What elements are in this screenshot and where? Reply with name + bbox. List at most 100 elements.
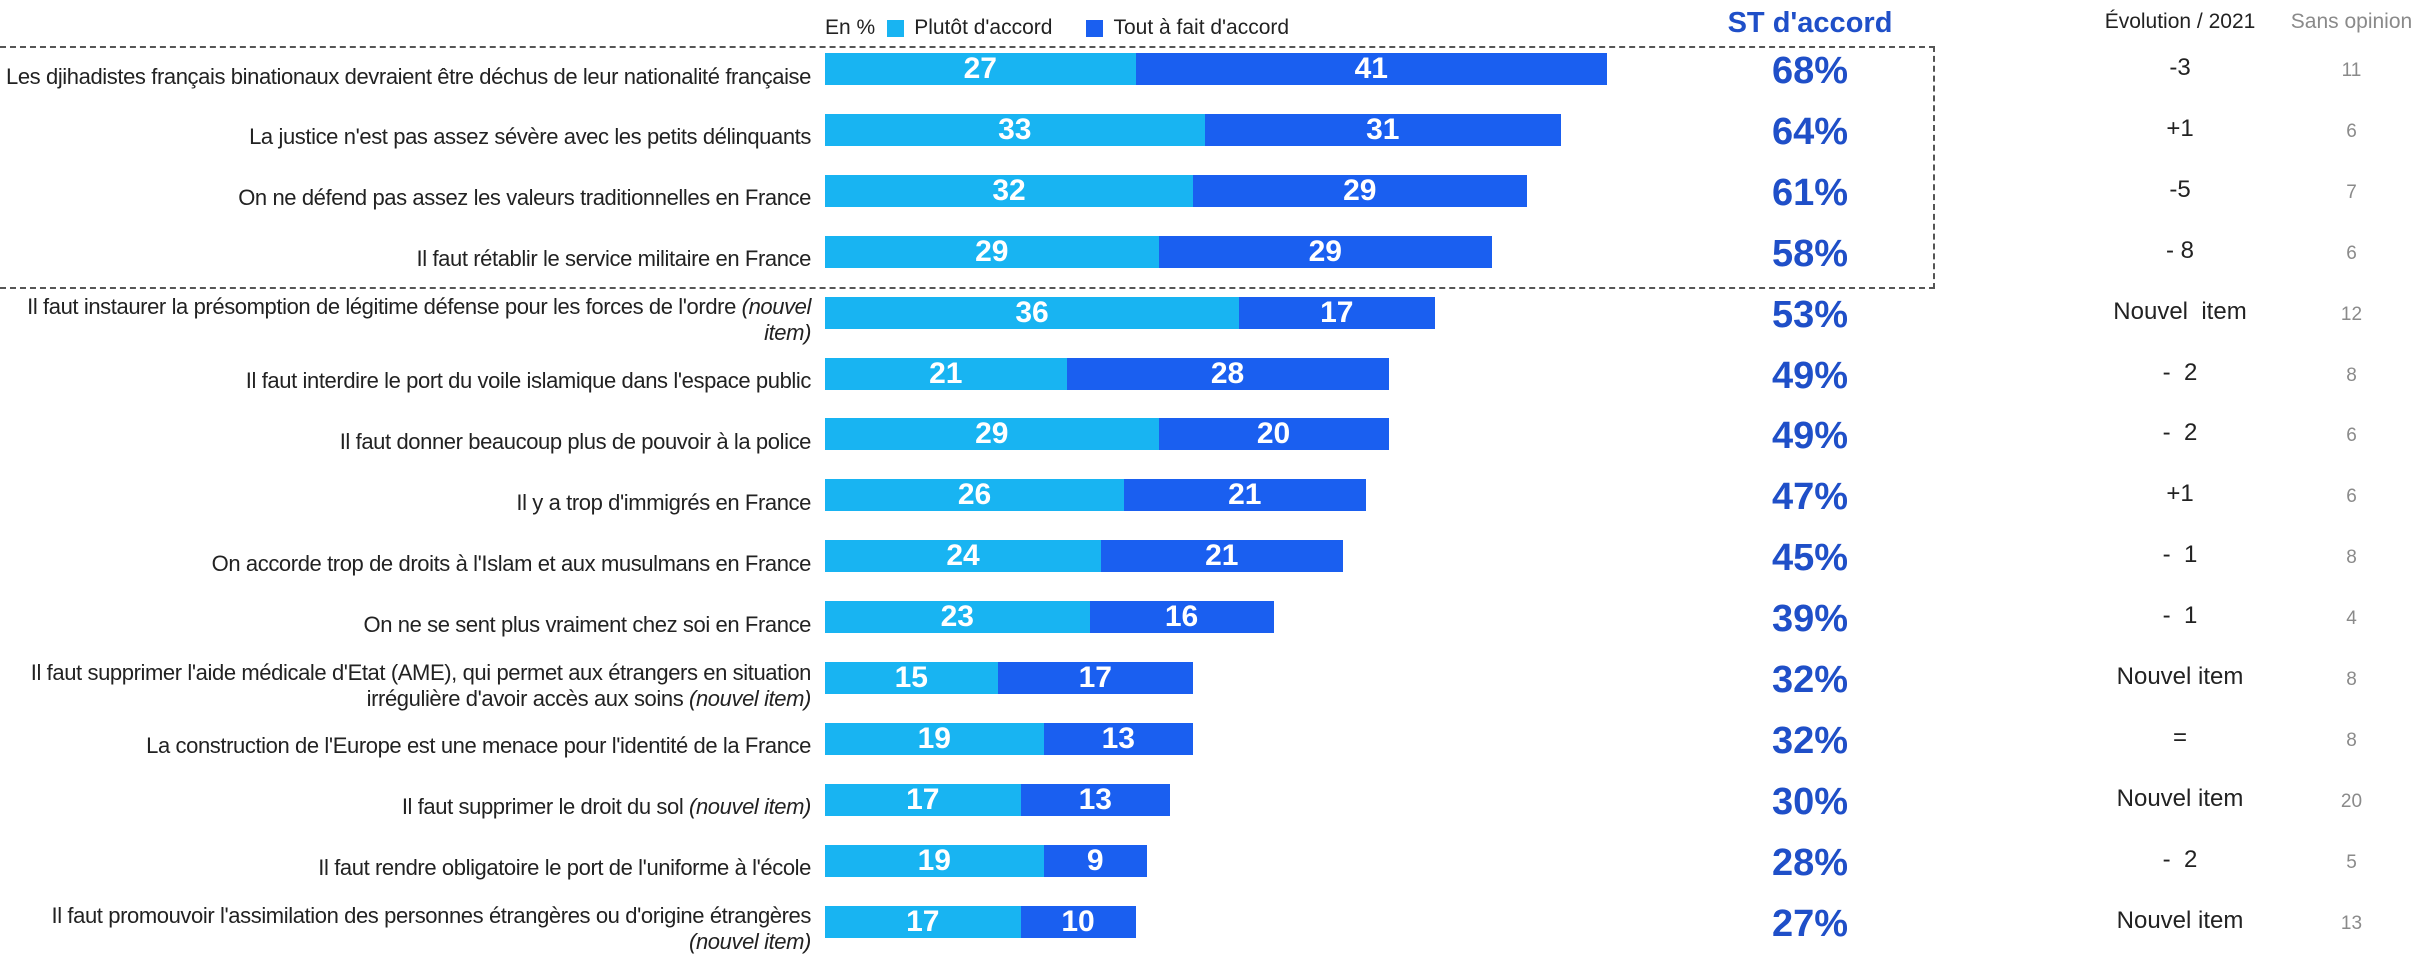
bar-tout: 20 (1158, 417, 1389, 451)
item-label: On ne se sent plus vraiment chez soi en … (0, 594, 812, 655)
legend-swatch-tout (1086, 19, 1104, 37)
chart-row: Il y a trop d'immigrés en France 26 21 47% +… (0, 472, 2433, 533)
chart-row: Il faut interdire le port du voile islam… (0, 351, 2433, 412)
item-label: On ne défend pas assez les valeurs tradi… (0, 168, 811, 229)
sans-opinion-value: 6 (2346, 425, 2357, 447)
chart-row: Il faut instaurer la présomption de légi… (0, 290, 2433, 351)
chart-row: On ne se sent plus vraiment chez soi en … (0, 594, 2433, 655)
item-label-note: (nouvel item) (689, 685, 811, 711)
bar-plutot: 15 (825, 661, 998, 694)
bar-tout: 17 (997, 661, 1193, 694)
bar-tout: 16 (1089, 600, 1274, 634)
evolution-value: - 2 (2162, 845, 2198, 873)
sans-opinion-value: 8 (2346, 364, 2357, 386)
evolution-value: +1 (2166, 480, 2194, 508)
chart-row: Il faut donner beaucoup plus de pouvoir … (0, 411, 2433, 472)
bar-plutot: 36 (825, 296, 1239, 329)
item-label-text: Il faut donner beaucoup plus de pouvoir … (339, 428, 812, 454)
bar-plutot: 23 (825, 600, 1090, 634)
bar-plutot: 27 (825, 52, 1136, 85)
st-value: 64% (1771, 110, 1849, 153)
item-label-text: Il faut promouvoir l'assimilation des pe… (51, 903, 812, 929)
evolution-column-header: Évolution / 2021 (2104, 10, 2256, 33)
st-value: 61% (1771, 171, 1849, 214)
bar-plutot: 19 (825, 722, 1044, 755)
item-label: Il faut supprimer le droit du sol (nouve… (0, 777, 812, 838)
chart-row: On ne défend pas assez les valeurs tradi… (0, 168, 2433, 229)
item-label: Il faut supprimer l'aide médicale d'Etat… (0, 655, 812, 716)
sans-opinion-value: 7 (2346, 181, 2357, 203)
item-label: On accorde trop de droits à l'Islam et a… (0, 533, 812, 594)
item-label-text: Il y a trop d'immigrés en France (516, 489, 811, 515)
st-value: 30% (1771, 780, 1849, 823)
evolution-value: - 8 (2165, 236, 2194, 264)
bar-plutot: 21 (825, 357, 1067, 390)
sans-opinion-value: 8 (2346, 547, 2357, 569)
sans-opinion-value: 8 (2346, 729, 2357, 751)
st-value: 39% (1771, 598, 1849, 641)
st-value: 49% (1771, 415, 1849, 458)
item-label-note: (nouvel item) (741, 294, 812, 346)
st-value: 47% (1771, 476, 1849, 519)
item-label: Il y a trop d'immigrés en France (0, 472, 811, 533)
evolution-value: - 2 (2162, 358, 2198, 386)
sans-opinion-value: 6 (2346, 486, 2357, 508)
legend-item-tout: Tout à fait d'accord (1086, 16, 1289, 40)
st-value: 53% (1771, 293, 1849, 336)
bar-plutot: 29 (825, 417, 1159, 451)
st-value: 49% (1771, 354, 1849, 397)
bar-plutot: 32 (825, 174, 1193, 207)
bar-tout: 29 (1158, 235, 1492, 268)
bar-tout: 21 (1124, 478, 1366, 512)
chart-row: La construction de l'Europe est une mena… (0, 716, 2433, 777)
st-value: 58% (1771, 232, 1849, 275)
sans-opinion-value: 8 (2346, 669, 2357, 690)
evolution-value: Nouvel item (2116, 784, 2244, 812)
sans-opinion-value: 6 (2346, 242, 2357, 264)
item-label: La construction de l'Europe est une mena… (0, 716, 811, 777)
bar-plutot: 24 (825, 539, 1101, 573)
bar-plutot: 17 (825, 783, 1021, 816)
bar-tout: 41 (1135, 52, 1607, 85)
item-label-text: Les djihadistes français binationaux dev… (6, 63, 811, 89)
item-label: Il faut instaurer la présomption de légi… (0, 290, 811, 351)
bar-tout: 28 (1066, 357, 1389, 390)
st-value: 45% (1771, 537, 1849, 580)
item-label-text: Il faut supprimer le droit du sol (401, 794, 684, 820)
chart-row: La justice n'est pas assez sévère avec l… (0, 107, 2433, 168)
sans-opinion-value: 5 (2346, 851, 2357, 873)
legend-swatch-plutot (887, 19, 905, 37)
highlight-frame-top (0, 46, 1935, 48)
bar-tout: 21 (1101, 539, 1343, 573)
evolution-value: = (2172, 723, 2187, 751)
item-label-text: On ne défend pas assez les valeurs tradi… (238, 185, 811, 211)
st-value: 27% (1771, 902, 1849, 945)
bar-plutot: 29 (825, 235, 1159, 268)
chart-row: Il faut supprimer l'aide médicale d'Etat… (0, 655, 2433, 716)
chart-row: Les djihadistes français binationaux dev… (0, 46, 2433, 107)
item-label-text: La construction de l'Europe est une mena… (146, 733, 811, 759)
item-label: La justice n'est pas assez sévère avec l… (0, 107, 811, 168)
evolution-value: Nouvel item (2116, 663, 2244, 690)
item-label: Il faut interdire le port du voile islam… (0, 351, 812, 412)
chart-row: Il faut promouvoir l'assimilation des pe… (0, 899, 2433, 960)
item-label: Il faut rendre obligatoire le port de l'… (0, 838, 811, 899)
item-label-text: Il faut instaurer la présomption de légi… (27, 294, 736, 320)
legend-label-tout: Tout à fait d'accord (1113, 16, 1290, 39)
bar-plutot: 26 (825, 478, 1124, 512)
sans-opinion-value: 11 (2341, 60, 2362, 81)
bar-tout: 17 (1239, 296, 1435, 329)
sans-opinion-value: 6 (2346, 120, 2357, 142)
st-column-header: ST d'accord (1727, 7, 1893, 39)
evolution-value: - 2 (2162, 419, 2198, 447)
item-label-text: Il faut supprimer l'aide médicale d'Etat… (30, 659, 812, 711)
evolution-value: -5 (2169, 175, 2191, 203)
item-label-text: Il faut interdire le port du voile islam… (245, 368, 812, 393)
chart-row: Il faut rendre obligatoire le port de l'… (0, 838, 2433, 899)
chart-row: On accorde trop de droits à l'Islam et a… (0, 533, 2433, 594)
item-label-note: (nouvel item) (689, 929, 811, 955)
legend-unit-label: En % (825, 16, 876, 39)
st-value: 32% (1771, 719, 1849, 762)
item-label: Les djihadistes français binationaux dev… (0, 46, 811, 107)
evolution-value: - 1 (2162, 602, 2198, 630)
